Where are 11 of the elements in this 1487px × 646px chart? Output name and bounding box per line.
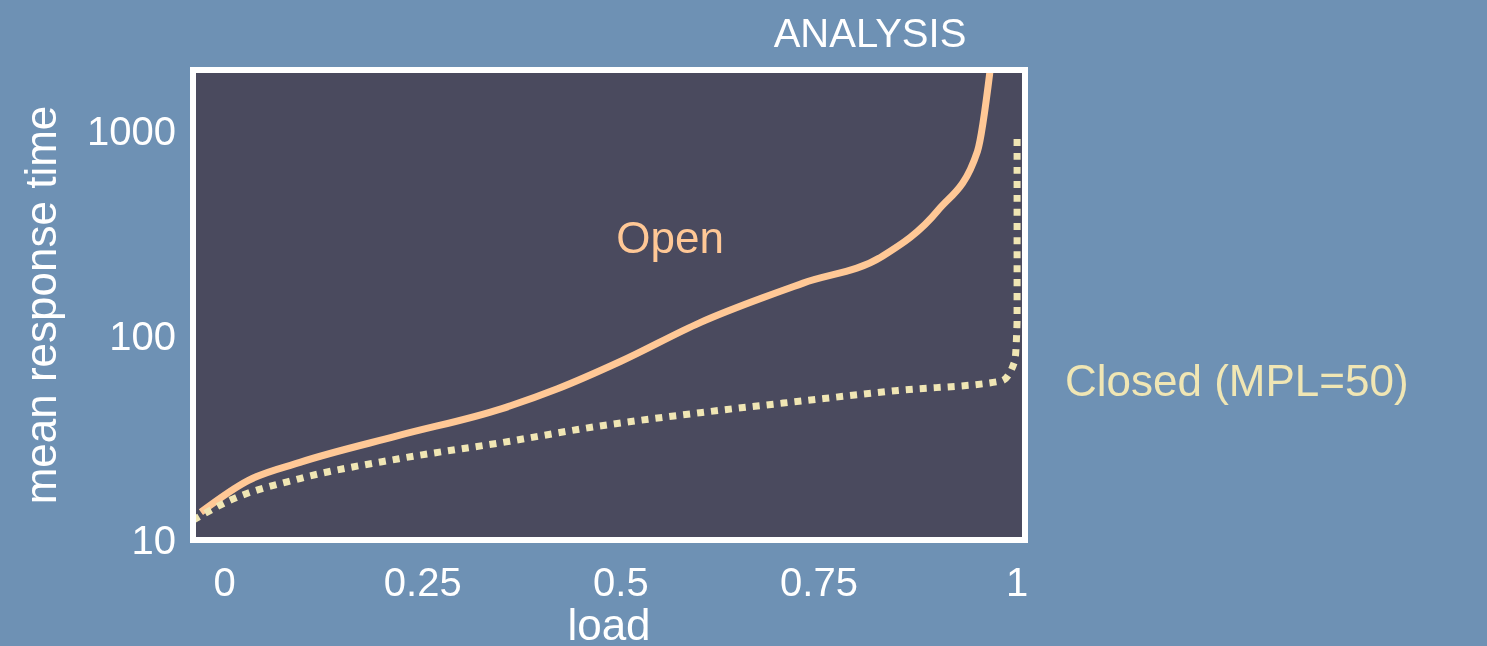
y-tick-label: 100 <box>109 313 176 358</box>
y-axis-title: mean response time <box>16 105 65 505</box>
series-label: Closed (MPL=50) <box>1065 356 1409 406</box>
series-label: Open <box>616 212 724 262</box>
x-tick-label: 0 <box>213 560 236 604</box>
x-tick-label: 0.25 <box>383 560 462 604</box>
y-tick-label: 1000 <box>87 109 176 154</box>
x-tick-label: 1 <box>1005 560 1029 604</box>
y-tick-label: 10 <box>131 518 176 562</box>
x-tick-label: 0.75 <box>780 560 858 604</box>
chart-title: ANALYSIS <box>773 11 967 55</box>
